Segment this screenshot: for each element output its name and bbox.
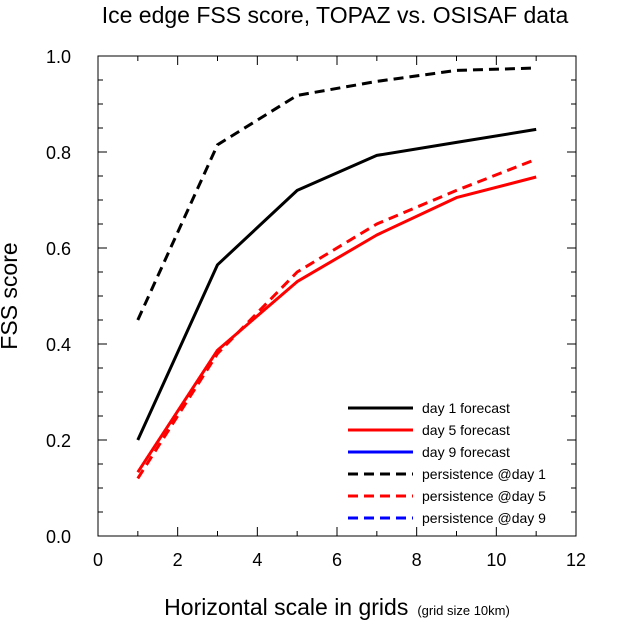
x-tick-label: 12 [566,550,586,570]
axis-ticks: 0 2 4 6 8 10 12 0.0 0.2 0.4 0.6 0.8 1.0 [46,47,586,570]
x-tick-label: 8 [412,550,422,570]
y-tick-label: 0.2 [46,431,71,451]
x-tick-label: 6 [332,550,342,570]
x-tick-label: 2 [173,550,183,570]
legend-label: persistence @day 5 [422,488,546,504]
series-lines [136,66,537,480]
x-axis-title: Horizontal scale in grids (grid size 10km… [164,594,510,620]
x-axis-note: (grid size 10km) [417,603,509,618]
legend: day 1 forecast day 5 forecast day 9 foreca… [348,400,546,526]
series-line-0 [136,127,537,441]
x-axis-label: Horizontal scale in grids [164,594,408,620]
legend-label: persistence @day 1 [422,466,546,482]
x-tick-label: 4 [252,550,262,570]
plot-frame [97,55,577,537]
y-tick-label: 0.8 [46,143,71,163]
y-tick-label: 0.0 [46,527,71,547]
y-tick-label: 1.0 [46,47,71,67]
series-line-4 [136,157,537,480]
legend-label: day 9 forecast [422,444,510,460]
legend-label: day 1 forecast [422,400,510,416]
legend-label: day 5 forecast [422,422,510,438]
y-axis-title: FSS score [0,242,22,349]
y-tick-label: 0.4 [46,335,71,355]
legend-label: persistence @day 9 [422,510,546,526]
x-tick-label: 0 [93,550,103,570]
y-tick-label: 0.6 [46,239,71,259]
series-line-1 [136,175,537,474]
chart-title: Ice edge FSS score, TOPAZ vs. OSISAF dat… [102,2,569,28]
series-line-3 [136,66,537,321]
x-tick-label: 10 [486,550,506,570]
